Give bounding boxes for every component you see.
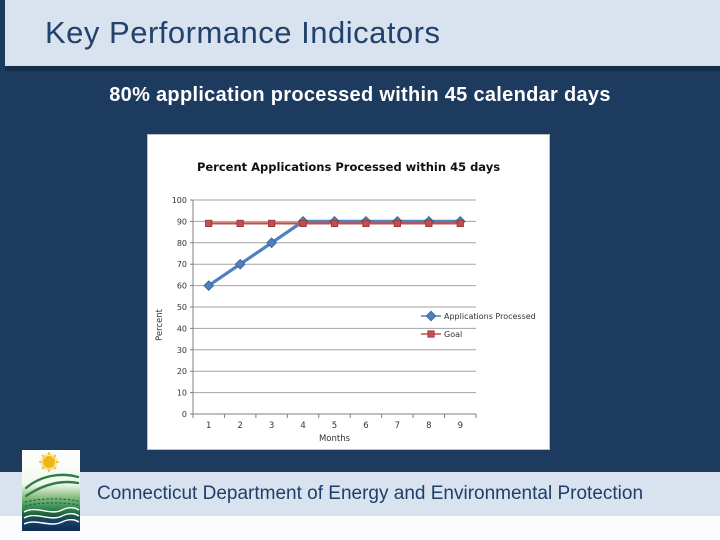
svg-text:3: 3 <box>269 421 274 431</box>
series-applications-processed <box>203 216 466 291</box>
svg-text:4: 4 <box>300 421 305 431</box>
x-axis-title: Months <box>319 434 351 444</box>
svg-text:7: 7 <box>395 421 400 431</box>
svg-text:60: 60 <box>177 282 187 291</box>
svg-text:40: 40 <box>177 324 187 333</box>
chart-legend: Applications Processed Goal <box>421 310 536 339</box>
svg-text:30: 30 <box>177 346 187 355</box>
page-title: Key Performance Indicators <box>45 15 441 50</box>
kpi-line-chart: Percent Applications Processed within 45… <box>155 160 536 444</box>
series-goal <box>205 219 464 227</box>
bottom-margin <box>0 516 720 540</box>
svg-text:9: 9 <box>458 421 463 431</box>
slide-title-bar: Key Performance Indicators <box>5 0 720 71</box>
ripple-lines <box>24 498 79 507</box>
svg-text:Goal: Goal <box>444 330 462 339</box>
svg-text:20: 20 <box>177 367 187 376</box>
hills-swoosh <box>24 473 80 498</box>
chart-panel: Percent Applications Processed within 45… <box>147 134 550 450</box>
ct-deep-logo <box>22 450 80 531</box>
svg-text:100: 100 <box>172 196 187 205</box>
svg-text:Applications Processed: Applications Processed <box>444 312 536 321</box>
svg-text:5: 5 <box>332 421 337 431</box>
svg-text:0: 0 <box>182 410 187 419</box>
svg-text:90: 90 <box>177 217 187 226</box>
svg-text:8: 8 <box>426 421 431 431</box>
y-gridlines <box>193 199 476 394</box>
x-axis-labels: 1 2 3 4 5 6 7 8 9 <box>192 414 477 431</box>
svg-text:50: 50 <box>177 303 187 312</box>
water-waves <box>23 507 80 525</box>
svg-text:2: 2 <box>237 421 242 431</box>
y-axis-labels: 0 10 20 30 40 50 60 70 80 90 100 <box>172 196 193 419</box>
footer-text: Connecticut Department of Energy and Env… <box>97 483 644 504</box>
slide-subtitle: 80% application processed within 45 cale… <box>109 84 611 106</box>
svg-text:6: 6 <box>363 421 368 431</box>
chart-title: Percent Applications Processed within 45… <box>197 160 500 174</box>
svg-text:70: 70 <box>177 260 187 269</box>
svg-text:10: 10 <box>177 389 187 398</box>
sun-icon <box>39 452 59 472</box>
svg-text:1: 1 <box>206 421 211 431</box>
svg-text:80: 80 <box>177 239 187 248</box>
y-axis-title: Percent <box>155 308 165 341</box>
footer-band: Connecticut Department of Energy and Env… <box>0 472 720 516</box>
